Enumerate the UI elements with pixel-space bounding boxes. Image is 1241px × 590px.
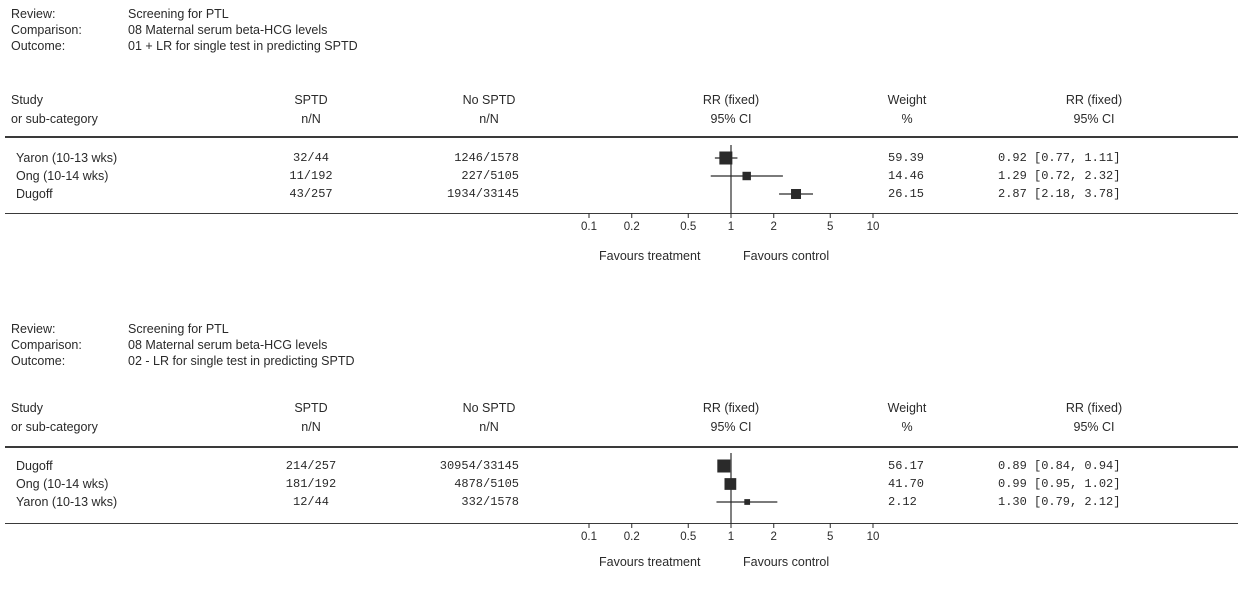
comparison-label: Comparison: [11,23,82,37]
nosptd-value: 1246/1578 [454,151,519,165]
outcome-value: 01 + LR for single test in predicting SP… [128,39,358,53]
nosptd-value: 332/1578 [461,495,519,509]
header-study-sub: or sub-category [11,112,98,126]
study-name: Dugoff [16,187,53,201]
header-sptd: SPTD [294,401,328,415]
header-study: Study [11,93,43,107]
header-rr-text-sub: 95% CI [1073,420,1115,434]
footer-rule [5,523,1238,524]
favours-right-label: Favours control [743,249,830,263]
favours-left-label: Favours treatment [599,249,701,263]
sptd-value: 181/192 [285,477,337,491]
study-name: Dugoff [16,459,53,473]
sptd-value: 32/44 [292,151,330,165]
nosptd-value: 4878/5105 [454,477,519,491]
header-rule [5,446,1238,448]
forest-plot-area: 0.1 0.2 0.5 1 2 5 10 [581,453,880,543]
header-rr-plot-sub: 95% CI [710,112,752,126]
review-label: Review: [11,7,56,21]
header-nosptd-sub: n/N [479,112,499,126]
forest-plot-panel-1: Review: Screening for PTL Comparison: 08… [0,0,1241,275]
header-rr-text-sub: 95% CI [1073,112,1115,126]
header-sptd-sub: n/N [301,112,321,126]
outcome-value: 02 - LR for single test in predicting SP… [128,354,355,368]
header-study-sub: or sub-category [11,420,98,434]
tick-label: 0.1 [581,531,597,543]
weight-value: 59.39 [888,151,925,165]
sptd-value: 11/192 [289,169,333,183]
nosptd-value: 1934/33145 [446,187,519,201]
header-rr-plot: RR (fixed) [702,401,760,415]
ci-text: 0.89 [0.84, 0.94] [998,459,1121,473]
forest-plot-panel-2: Review: Screening for PTL Comparison: 08… [0,315,1241,590]
header-weight: Weight [887,93,927,107]
point-estimate-marker [717,459,731,473]
footer-rule [5,213,1238,214]
weight-value: 2.12 [888,495,917,509]
forest-plot-area: 0.1 0.2 0.5 1 2 5 10 [581,145,880,233]
study-name: Ong (10-14 wks) [16,477,109,491]
weight-value: 56.17 [888,459,925,473]
point-estimate-marker [719,151,733,165]
weight-value: 41.70 [888,477,925,491]
header-weight-sub: % [901,112,913,126]
header-rr-text: RR (fixed) [1065,93,1123,107]
nosptd-value: 227/5105 [461,169,519,183]
tick-label: 5 [827,531,833,543]
header-nosptd-sub: n/N [479,420,499,434]
review-label: Review: [11,322,56,336]
weight-value: 26.15 [888,187,925,201]
header-weight: Weight [887,401,927,415]
header-weight-sub: % [901,420,913,434]
sptd-value: 12/44 [292,495,330,509]
study-name: Yaron (10-13 wks) [16,495,118,509]
study-name: Ong (10-14 wks) [16,169,109,183]
ci-text: 0.92 [0.77, 1.11] [998,151,1121,165]
header-rr-plot: RR (fixed) [702,93,760,107]
outcome-label: Outcome: [11,39,66,53]
point-estimate-marker [724,478,737,490]
sptd-value: 43/257 [289,187,333,201]
outcome-label: Outcome: [11,354,66,368]
tick-label: 10 [867,221,880,233]
header-rr-plot-sub: 95% CI [710,420,752,434]
header-rr-text: RR (fixed) [1065,401,1123,415]
sptd-value: 214/257 [285,459,337,473]
review-value: Screening for PTL [128,322,229,336]
study-name: Yaron (10-13 wks) [16,151,118,165]
comparison-value: 08 Maternal serum beta-HCG levels [128,23,328,37]
tick-label: 2 [771,531,777,543]
tick-label: 0.5 [680,221,696,233]
tick-label: 0.1 [581,221,597,233]
point-estimate-marker [742,171,751,181]
nosptd-value: 30954/33145 [439,459,519,473]
tick-label: 1 [728,221,734,233]
weight-value: 14.46 [888,169,925,183]
tick-label: 2 [771,221,777,233]
comparison-value: 08 Maternal serum beta-HCG levels [128,338,328,352]
favours-right-label: Favours control [743,555,830,569]
header-nosptd: No SPTD [462,93,516,107]
review-value: Screening for PTL [128,7,229,21]
ci-text: 1.30 [0.79, 2.12] [998,495,1121,509]
tick-label: 10 [867,531,880,543]
header-study: Study [11,401,43,415]
point-estimate-marker [791,189,802,199]
tick-label: 0.5 [680,531,696,543]
ci-text: 2.87 [2.18, 3.78] [998,187,1121,201]
tick-label: 0.2 [624,221,640,233]
tick-label: 0.2 [624,531,640,543]
header-sptd: SPTD [294,93,328,107]
ci-text: 1.29 [0.72, 2.32] [998,169,1121,183]
ci-text: 0.99 [0.95, 1.02] [998,477,1121,491]
favours-left-label: Favours treatment [599,555,701,569]
comparison-label: Comparison: [11,338,82,352]
header-sptd-sub: n/N [301,420,321,434]
header-nosptd: No SPTD [462,401,516,415]
tick-label: 5 [827,221,833,233]
tick-label: 1 [728,531,734,543]
header-rule [5,136,1238,138]
point-estimate-marker [744,499,751,505]
